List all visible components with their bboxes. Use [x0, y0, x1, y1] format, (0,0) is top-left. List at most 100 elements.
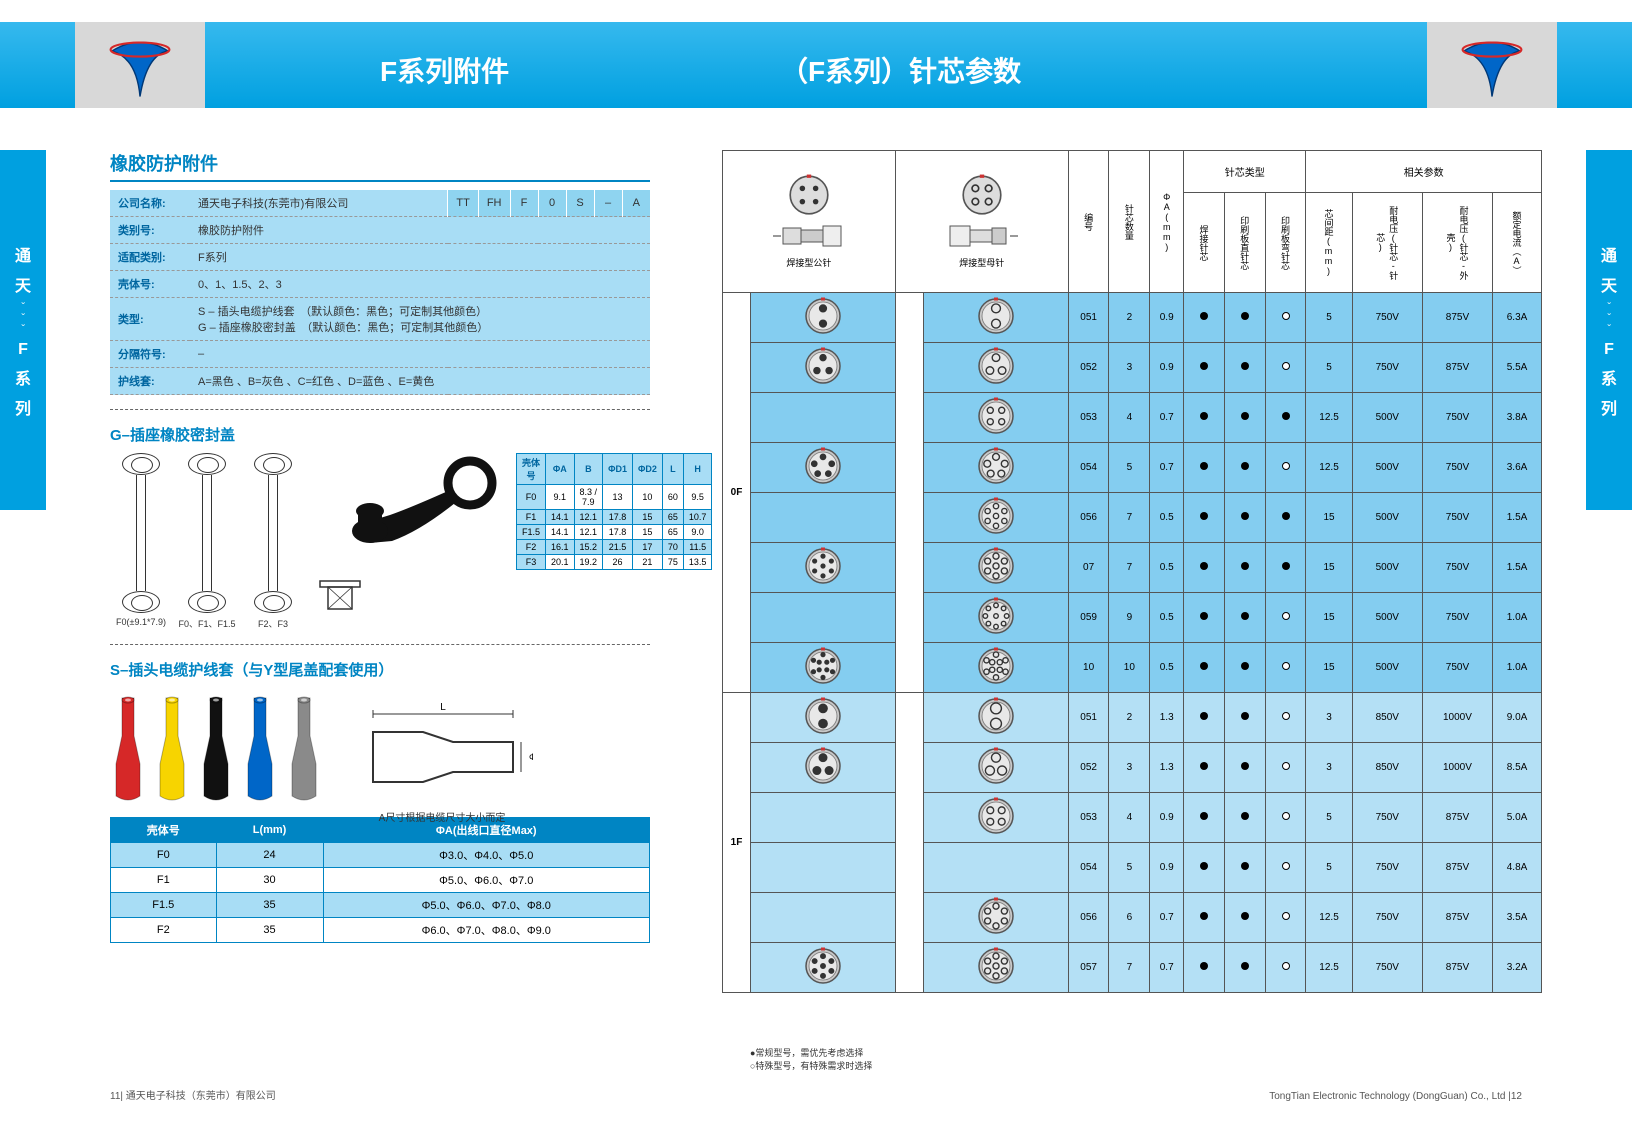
- spec-value: F系列: [190, 244, 650, 271]
- spec-code: A: [622, 190, 650, 217]
- tab-char: F: [18, 341, 28, 359]
- sleeve-sample: [286, 696, 322, 801]
- side-tab-right: 通 天 ˇˇˇ F 系 列: [1586, 150, 1632, 510]
- gcap-cross-section-icon: [310, 573, 370, 623]
- sleeve-row: L ΦA A尺寸根据电缆尺寸大小而定: [110, 696, 650, 801]
- spec-code: 0: [538, 190, 566, 217]
- chevron-down-icon: ˇˇˇ: [1607, 302, 1610, 335]
- spec-value: A=黑色 、B=灰色 、C=红色 、D=蓝色 、E=黄色: [190, 368, 650, 395]
- spec-value: 0、1、1.5、2、3: [190, 271, 650, 298]
- right-page: 焊接型公针 焊接型母针 编号 针芯数量 ΦA(mm) 针芯类型 相关参数 焊接针…: [722, 150, 1542, 993]
- spec-label: 类别号:: [110, 217, 190, 244]
- male-connector-icon: [751, 693, 896, 743]
- banner-title-right: （F系列）针芯参数: [780, 50, 1021, 90]
- gcap-photo: [320, 453, 500, 573]
- sleeve-note: A尺寸根据电缆尺寸大小而定: [353, 809, 531, 824]
- male-connector-icon: [751, 743, 896, 793]
- logo-left: [75, 22, 205, 108]
- param-table: 焊接型公针 焊接型母针 编号 针芯数量 ΦA(mm) 针芯类型 相关参数 焊接针…: [722, 150, 1542, 993]
- female-connector-icon: [923, 343, 1068, 393]
- left-page: 橡胶防护附件 公司名称:通天电子科技(东莞市)有限公司TTFHF0S–A类别号:…: [110, 150, 650, 943]
- spec-label: 壳体号:: [110, 271, 190, 298]
- male-connector-icon: [751, 943, 896, 993]
- sleeve-cross-section: L ΦA A尺寸根据电缆尺寸大小而定: [352, 701, 532, 801]
- section-title-rubber: 橡胶防护附件: [110, 150, 650, 182]
- banner-title-left: F系列附件: [380, 50, 509, 90]
- male-connector-icon: [751, 443, 896, 493]
- logo-right: [1427, 22, 1557, 108]
- section-title-sleeve: S–插头电缆护线套（与Y型尾盖配套使用）: [110, 659, 650, 680]
- brand-logo-icon: [1457, 30, 1527, 100]
- legend: ●常规型号，需优先考虑选择 ○特殊型号，有特殊需求时选择: [750, 1046, 872, 1072]
- svg-text:ΦA: ΦA: [529, 752, 533, 762]
- spec-value: –: [190, 341, 650, 368]
- male-connector-icon: [751, 843, 896, 893]
- chevron-down-icon: ˇˇˇ: [21, 302, 24, 335]
- spec-label: 类型:: [110, 298, 190, 341]
- spec-code: –: [594, 190, 622, 217]
- male-connector-icon: [751, 393, 896, 443]
- female-connector-icon: [923, 943, 1068, 993]
- sleeve-sample: [198, 696, 234, 801]
- spec-value: S – 插头电缆护线套 （默认颜色：黑色；可定制其他颜色） G – 插座橡胶密封…: [190, 298, 650, 341]
- tab-char: 通: [15, 242, 31, 266]
- spec-label: 护线套:: [110, 368, 190, 395]
- footer-left: 11| 通天电子科技（东莞市）有限公司: [110, 1087, 276, 1102]
- female-connector-icon: [923, 643, 1068, 693]
- gcap-diagram: F0(±9.1*7.9): [110, 453, 172, 630]
- female-connector-icon: [923, 893, 1068, 943]
- female-connector-icon: [923, 493, 1068, 543]
- group-tag: 1F: [723, 693, 751, 993]
- gcap-diagram: F0、F1、F1.5: [176, 453, 238, 630]
- sleeve-dim-table: 壳体号L(mm)ΦA(出线口直径Max)F024Φ3.0、Φ4.0、Φ5.0F1…: [110, 817, 650, 943]
- female-connector-icon: [923, 393, 1068, 443]
- tab-char: 系: [1601, 365, 1617, 389]
- male-connector-icon: [751, 543, 896, 593]
- male-connector-icon: [751, 893, 896, 943]
- female-connector-icon: [923, 543, 1068, 593]
- spec-label: 公司名称:: [110, 190, 190, 217]
- svg-text:L: L: [440, 702, 446, 713]
- spec-code: F: [510, 190, 538, 217]
- tab-char: 通: [1601, 242, 1617, 266]
- gcap-dim-table: 壳体号ΦABΦD1ΦD2LHF09.18.3 / 7.91310609.5F11…: [516, 453, 712, 570]
- sleeve-sample: [154, 696, 190, 801]
- female-connector-icon: [923, 593, 1068, 643]
- spec-label: 分隔符号:: [110, 341, 190, 368]
- legend-line: ○特殊型号，有特殊需求时选择: [750, 1061, 872, 1071]
- gcap-diagram: F2、F3: [242, 453, 304, 630]
- tab-char: 天: [1601, 272, 1617, 296]
- male-connector-icon: [751, 793, 896, 843]
- spec-table: 公司名称:通天电子科技(东莞市)有限公司TTFHF0S–A类别号:橡胶防护附件适…: [110, 190, 650, 395]
- sleeve-sample: [242, 696, 278, 801]
- female-connector-icon: [923, 293, 1068, 343]
- male-connector-icon: [751, 293, 896, 343]
- spec-value: 橡胶防护附件: [190, 217, 650, 244]
- female-connector-icon: [923, 793, 1068, 843]
- male-connector-icon: [751, 343, 896, 393]
- female-connector-icon: [923, 443, 1068, 493]
- spec-code: TT: [448, 190, 478, 217]
- female-connector-icon: [923, 693, 1068, 743]
- footer-right: TongTian Electronic Technology (DongGuan…: [1269, 1091, 1522, 1102]
- sleeve-sample: [110, 696, 146, 801]
- spec-label: 适配类别:: [110, 244, 190, 271]
- female-connector-icon: [923, 843, 1068, 893]
- group-tag: 0F: [723, 293, 751, 693]
- top-banner: F系列附件 （F系列）针芯参数: [0, 22, 1632, 108]
- tab-char: 列: [1601, 395, 1617, 419]
- male-connector-icon: [751, 643, 896, 693]
- spec-code: S: [566, 190, 594, 217]
- tab-char: F: [1604, 341, 1614, 359]
- spec-value: 通天电子科技(东莞市)有限公司: [190, 190, 448, 217]
- brand-logo-icon: [105, 30, 175, 100]
- side-tab-left: 通 天 ˇˇˇ F 系 列: [0, 150, 46, 510]
- female-connector-icon: [923, 743, 1068, 793]
- male-connector-icon: [751, 593, 896, 643]
- tab-char: 天: [15, 272, 31, 296]
- section-title-gcap: G–插座橡胶密封盖: [110, 424, 650, 445]
- legend-line: ●常规型号，需优先考虑选择: [750, 1048, 863, 1058]
- tab-char: 列: [15, 395, 31, 419]
- tab-char: 系: [15, 365, 31, 389]
- spec-code: FH: [478, 190, 510, 217]
